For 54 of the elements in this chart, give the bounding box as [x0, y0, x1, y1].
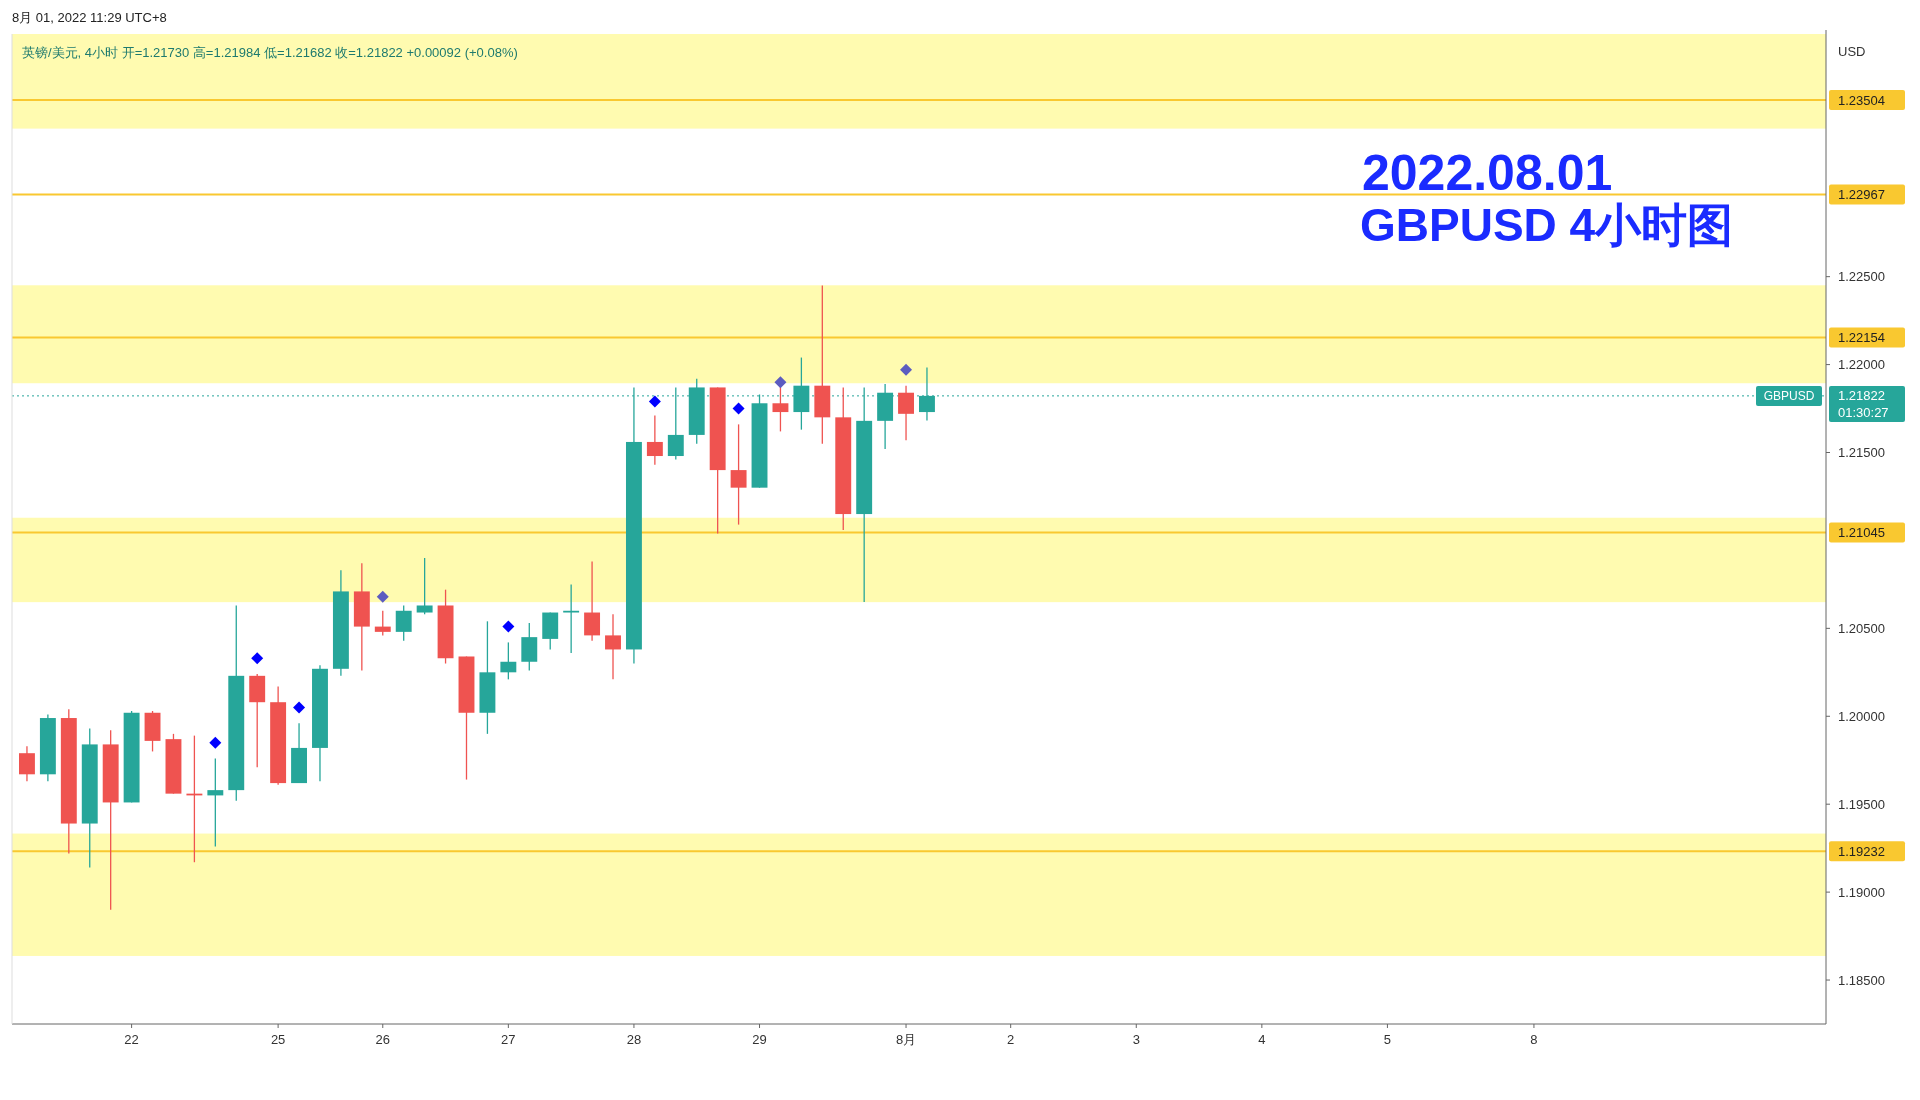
x-tick-label: 28 — [626, 1032, 642, 1047]
y-tick-label: 1.19000 — [1838, 884, 1885, 900]
candlestick — [605, 613, 621, 680]
candlestick — [646, 414, 663, 466]
y-tick-label: 1.19500 — [1838, 796, 1885, 812]
candlestick — [730, 423, 747, 526]
point — [502, 620, 515, 633]
y-tick-label: 1.18500 — [1838, 972, 1885, 988]
y-tick-label: 1.22000 — [1838, 357, 1885, 373]
x-tick-label: 5 — [1383, 1032, 1392, 1047]
x-tick-label: 29 — [752, 1032, 767, 1047]
x-tick-label: 3 — [1132, 1032, 1140, 1047]
candlestick — [416, 557, 433, 615]
ref-line-label: 1.23504 — [1838, 92, 1885, 108]
candlestick — [898, 385, 914, 441]
x-tick-label: 2 — [1007, 1032, 1015, 1047]
x-tick-label: 22 — [124, 1032, 139, 1047]
ref-line-label: 1.22967 — [1838, 187, 1885, 203]
candlestick — [563, 583, 580, 654]
y-tick-label: 1.20000 — [1838, 708, 1885, 724]
point — [293, 701, 306, 714]
x-tick-label: 8月 — [895, 1032, 917, 1047]
annotation: 英镑/美元, 4小时 开=1.21730 高=1.21984 低=1.21682 收=1.21822 +0.00092 (+0.08%) — [22, 45, 518, 60]
candlestick — [374, 610, 391, 637]
y-tick-label: 1.22500 — [1838, 269, 1885, 285]
ref-line-label: 1.21822 — [1838, 388, 1885, 404]
point — [251, 652, 264, 665]
annotation: GBPUSD — [1763, 389, 1815, 404]
x-tick-label: 4 — [1258, 1032, 1266, 1047]
text: 2022.08.01 — [1362, 145, 1613, 201]
x-tick-label: 26 — [375, 1032, 391, 1047]
x-tick-label: 27 — [501, 1032, 516, 1047]
y-axis-title: USD — [1838, 44, 1866, 59]
point — [376, 590, 389, 603]
candlestick — [207, 757, 224, 848]
x-tick-label: 25 — [270, 1032, 286, 1047]
point — [732, 402, 745, 415]
candlestick — [395, 604, 412, 642]
ref-line-label: 1.19232 — [1838, 843, 1885, 859]
ref-line-label: 1.22154 — [1838, 330, 1885, 346]
point — [900, 363, 913, 376]
point — [209, 736, 222, 749]
y-tick-label: 1.20500 — [1838, 620, 1885, 636]
text: 01:30:27 — [1838, 405, 1889, 421]
x-tick-label: 8 — [1530, 1032, 1538, 1047]
candlestick — [584, 560, 601, 642]
point — [648, 395, 661, 408]
candlestick — [19, 745, 35, 782]
text: 8月 01, 2022 11:29 UTC+8 — [12, 10, 167, 25]
ref-line-label: 1.21045 — [1838, 525, 1885, 541]
y-tick-label: 1.21500 — [1838, 445, 1885, 461]
candlestick — [500, 641, 517, 680]
text: GBPUSD 4小时图 — [1360, 199, 1734, 251]
point — [774, 376, 787, 389]
